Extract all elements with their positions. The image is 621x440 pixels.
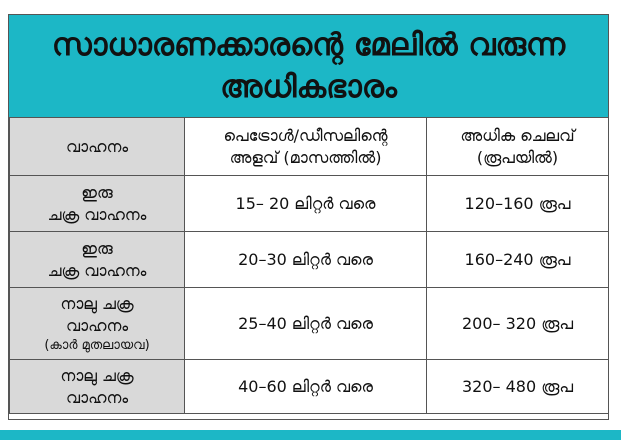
fuel-cell: 20–30 ലിറ്റർ വരെ — [184, 231, 427, 288]
fuel-cell: 15– 20 ലിറ്റർ വരെ — [184, 175, 427, 232]
vehicle-line-1: നാലു ചക്ര — [60, 365, 134, 385]
cost-cell: 320– 480 രൂപ — [426, 359, 609, 414]
header-cost-line-1: അധിക ചെലവ് — [460, 125, 575, 145]
table-row: ഇരു ചക്ര വാഹനം 15– 20 ലിറ്റർ വരെ 120–160… — [9, 175, 609, 232]
vehicle-line-2: ചക്ര വാഹനം — [47, 260, 147, 280]
header-cost: അധിക ചെലവ് (രൂപയിൽ) — [426, 117, 609, 176]
header-fuel-line-2: അളവ് (മാസത്തിൽ) — [229, 147, 382, 167]
fuel-cost-table: വാഹനം പെട്രോൾ/ഡീസലിന്റെ അളവ് (മാസത്തിൽ) … — [9, 117, 609, 414]
title-line-1: സാധാരണക്കാരന്റെ മേലിൽ വരുന്ന — [51, 27, 566, 63]
vehicle-line-2: വാഹനം — [65, 387, 129, 407]
vehicle-cell: നാലു ചക്ര വാഹനം — [9, 359, 185, 414]
vehicle-cell: നാലു ചക്ര വാഹനം (കാർ മുതലായവ) — [9, 287, 185, 360]
table-row: നാലു ചക്ര വാഹനം 40–60 ലിറ്റർ വരെ 320– 48… — [9, 359, 609, 414]
title-banner: സാധാരണക്കാരന്റെ മേലിൽ വരുന്ന അധികഭാരം — [9, 15, 608, 118]
vehicle-line-1: ഇരു — [81, 238, 113, 258]
cost-cell: 120–160 രൂപ — [426, 175, 609, 232]
info-card: സാധാരണക്കാരന്റെ മേലിൽ വരുന്ന അധികഭാരം വാ… — [8, 14, 609, 420]
vehicle-cell: ഇരു ചക്ര വാഹനം — [9, 231, 185, 288]
vehicle-line-2: വാഹനം — [65, 315, 129, 335]
vehicle-line-1: നാലു ചക്ര — [60, 293, 134, 313]
vehicle-cell: ഇരു ചക്ര വാഹനം — [9, 175, 185, 232]
header-vehicle: വാഹനം — [9, 117, 185, 176]
table-header-row: വാഹനം പെട്രോൾ/ഡീസലിന്റെ അളവ് (മാസത്തിൽ) … — [9, 117, 609, 176]
cost-cell: 200– 320 രൂപ — [426, 287, 609, 360]
vehicle-note: (കാർ മുതലായവ) — [44, 337, 150, 353]
table-row: നാലു ചക്ര വാഹനം (കാർ മുതലായവ) 25–40 ലിറ്… — [9, 287, 609, 360]
cost-cell: 160–240 രൂപ — [426, 231, 609, 288]
vehicle-line-1: ഇരു — [81, 182, 113, 202]
fuel-cell: 25–40 ലിറ്റർ വരെ — [184, 287, 427, 360]
vehicle-line-2: ചക്ര വാഹനം — [47, 204, 147, 224]
header-vehicle-label: വാഹനം — [65, 136, 129, 156]
table-row: ഇരു ചക്ര വാഹനം 20–30 ലിറ്റർ വരെ 160–240 … — [9, 231, 609, 288]
header-fuel-line-1: പെട്രോൾ/ഡീസലിന്റെ — [223, 125, 388, 145]
header-cost-line-2: (രൂപയിൽ) — [476, 147, 559, 167]
header-fuel: പെട്രോൾ/ഡീസലിന്റെ അളവ് (മാസത്തിൽ) — [184, 117, 427, 176]
title-line-2: അധികഭാരം — [220, 69, 397, 105]
bottom-accent-band — [0, 430, 621, 440]
fuel-cell: 40–60 ലിറ്റർ വരെ — [184, 359, 427, 414]
